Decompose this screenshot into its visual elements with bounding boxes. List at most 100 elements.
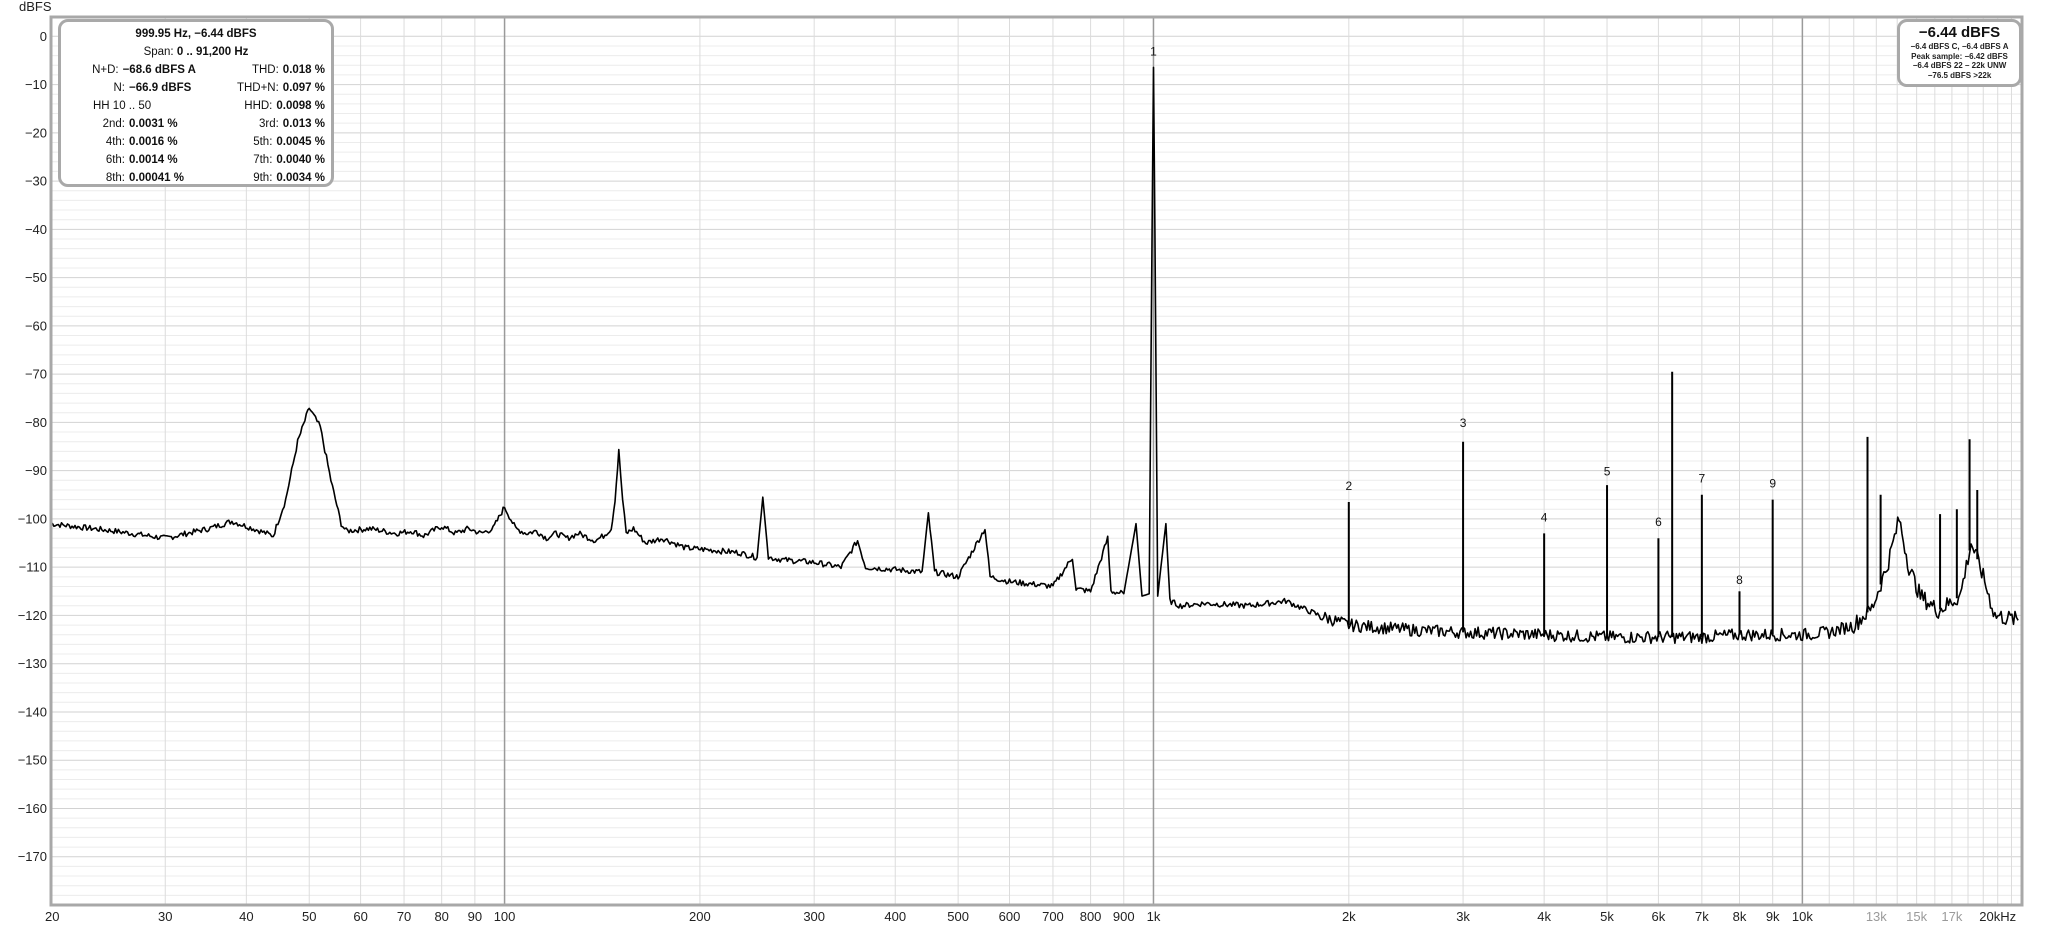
stats-row: 4th: 0.0016 % 5th: 0.0045 % [67,133,325,151]
level-detail-line: −6.4 dBFS C, −6.4 dBFS A [1910,42,2009,51]
x-tick-label: 10k [1792,909,1813,924]
x-tick-label: 90 [468,909,482,924]
x-tick-label: 400 [884,909,906,924]
level-detail-line: −6.4 dBFS 22 – 22k UNW [1912,61,2007,70]
stats-rows: N+D: −68.6 dBFS A THD: 0.018 % N: −66.9 dBFS T… [67,61,325,187]
x-tick-label: 15k [1906,909,1927,924]
stats-value: −68.6 dBFS A [122,64,196,76]
x-tick-label: 20kHz [1979,909,2016,924]
x-tick-label: 600 [999,909,1021,924]
x-tick-label: 3k [1456,909,1470,924]
stats-label: 8th: [105,172,125,184]
stats-value: 0.0098 % [276,100,325,112]
x-tick-label: 13k [1866,909,1887,924]
stats-value: −66.9 dBFS [129,82,192,94]
y-axis-ticks: 0 −10 −20 −30 −40 −50 −60 −70 −80 −90 −100 −110 −120… [18,29,47,864]
y-tick-label: −110 [19,560,47,575]
y-tick-label: −40 [25,222,47,237]
level-detail-lines: −6.4 dBFS C, −6.4 dBFS A Peak sample: −6.… [1904,42,2015,80]
y-tick-label: −80 [25,415,47,430]
stats-row: 8th: 0.00041 % 9th: 0.0034 % [67,169,325,187]
harmonic-label: 6 [1655,515,1662,529]
spectrum-traces [50,66,2019,645]
stats-label: 5th: [253,136,273,148]
x-tick-label: 30 [158,909,172,924]
y-tick-label: −150 [18,753,47,768]
x-tick-label: 7k [1695,909,1709,924]
y-tick-label: −50 [25,270,47,285]
stats-row: N+D: −68.6 dBFS A THD: 0.018 % [67,61,325,79]
stats-value: 0.0014 % [129,154,178,166]
level-panel[interactable]: −6.44 dBFS −6.4 dBFS C, −6.4 dBFS A Peak … [1897,19,2022,87]
stats-cell-right: HHD: 0.0098 % [196,97,325,115]
measurement-panel[interactable]: 999.95 Hz, −6.44 dBFS Span: 0 .. 91,200 … [58,19,334,187]
stats-row: N: −66.9 dBFS THD+N: 0.097 % [67,79,326,97]
span-readout: Span: 0 .. 91,200 Hz [67,43,325,61]
stats-cell-left: HH 10 .. 50 [67,97,196,115]
stats-row: HH 10 .. 50 HHD: 0.0098 % [67,97,325,115]
harmonic-label: 3 [1460,416,1467,430]
stats-row: 6th: 0.0014 % 7th: 0.0040 % [67,151,325,169]
y-tick-label: −100 [18,511,47,526]
stats-label: 7th: [253,154,273,166]
x-tick-label: 300 [803,909,825,924]
stats-value: 0.097 % [282,82,325,94]
x-tick-label: 5k [1600,909,1614,924]
x-tick-label: 4k [1537,909,1551,924]
level-detail-line: −76.5 dBFS >22k [1927,70,1992,80]
x-tick-label: 20 [45,909,59,924]
y-tick-label: −30 [25,174,47,189]
harmonic-labels: 1 2 3 4 5 6 7 8 9 [1150,45,1776,587]
stats-value: 0.0034 % [276,172,325,184]
stats-label: 4th: [105,136,125,148]
stats-label: 2nd: [102,118,125,130]
stats-cell-left: 8th: 0.00041 % [67,169,196,187]
stats-cell-right: THD+N: 0.097 % [196,79,325,97]
harmonic-label: 7 [1699,472,1706,486]
span-value: 0 .. 91,200 Hz [176,46,249,58]
stats-cell-right: 5th: 0.0045 % [196,133,325,151]
stats-value: 0.00041 % [129,172,184,184]
x-tick-label: 70 [397,909,411,924]
stats-row: 2nd: 0.0031 % 3rd: 0.013 % [67,115,325,133]
level-detail-line: Peak sample: −6.42 dBFS [1911,51,2008,61]
harmonic-label: 9 [1769,477,1776,491]
x-tick-label: 500 [947,909,969,924]
plot-frame [49,15,2024,907]
x-tick-label: 80 [434,909,448,924]
y-tick-label: −130 [18,656,47,671]
y-tick-label: −120 [18,608,47,623]
y-tick-label: −70 [25,367,47,382]
grid-lines [50,17,2022,905]
x-tick-label: 2k [1342,909,1356,924]
y-tick-label: −90 [25,463,47,478]
x-tick-label: 50 [302,909,316,924]
y-tick-label: −20 [25,125,47,140]
x-tick-label: 60 [353,909,367,924]
stats-value: 0.0016 % [129,136,178,148]
stats-label: 6th: [105,154,125,166]
harmonic-label: 5 [1604,464,1611,478]
x-tick-label: 800 [1080,909,1102,924]
harmonic-label: 8 [1736,573,1743,587]
harmonic-label: 4 [1541,510,1548,524]
y-tick-label: −140 [18,704,47,719]
stats-label: THD: [251,64,279,76]
x-tick-label: 700 [1042,909,1064,924]
stats-value: 0.0040 % [276,154,325,166]
stats-cell-right: THD: 0.018 % [196,61,325,79]
level-main-readout: −6.44 dBFS [1918,24,2001,41]
stats-label: N+D: [92,64,119,76]
stats-label: THD+N: [236,82,279,94]
y-tick-label: −170 [18,849,47,864]
stats-label: HH 10 .. 50 [93,100,152,112]
x-tick-label: 9k [1766,909,1780,924]
stats-label: HHD: [244,100,273,112]
y-axis-label: dBFS [19,0,52,14]
stats-label: 9th: [253,172,273,184]
y-tick-label: 0 [40,29,47,44]
fundamental-readout: 999.95 Hz, −6.44 dBFS [135,28,257,40]
stats-value: 0.018 % [282,64,325,76]
stats-cell-left: N+D: −68.6 dBFS A [67,61,196,79]
